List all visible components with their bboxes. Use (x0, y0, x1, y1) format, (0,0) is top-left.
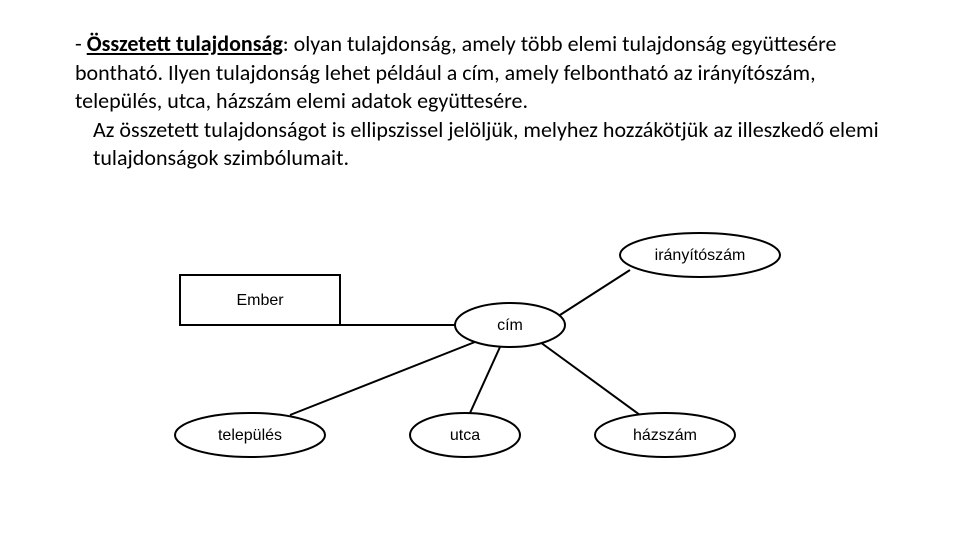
edge-cim-iranyitoszam (560, 270, 630, 315)
er-diagram: Ember cím irányítószám település utca házszám (140, 230, 820, 510)
edge-cim-utca (470, 347, 500, 413)
edge-cim-telepules (290, 340, 480, 415)
diagram-svg: Ember cím irányítószám település utca házszám (140, 230, 820, 510)
edges-group (290, 270, 640, 415)
nodes-group: Ember cím irányítószám település utca házszám (175, 233, 780, 457)
node-label-telepules: település (218, 427, 282, 444)
heading-prefix: - (75, 30, 87, 57)
node-label-utca: utca (450, 427, 480, 444)
node-label-ember: Ember (236, 292, 284, 309)
description-text: - Összetett tulajdonság: olyan tulajdons… (75, 30, 885, 173)
edge-cim-hazszam (540, 342, 640, 415)
paragraph-2: Az összetett tulajdonságot is ellipsziss… (75, 116, 885, 173)
node-label-cim: cím (497, 317, 523, 334)
node-label-hazszam: házszám (633, 427, 697, 444)
node-label-iranyitoszam: irányítószám (655, 247, 746, 264)
heading-bold: Összetett tulajdonság (87, 30, 283, 57)
